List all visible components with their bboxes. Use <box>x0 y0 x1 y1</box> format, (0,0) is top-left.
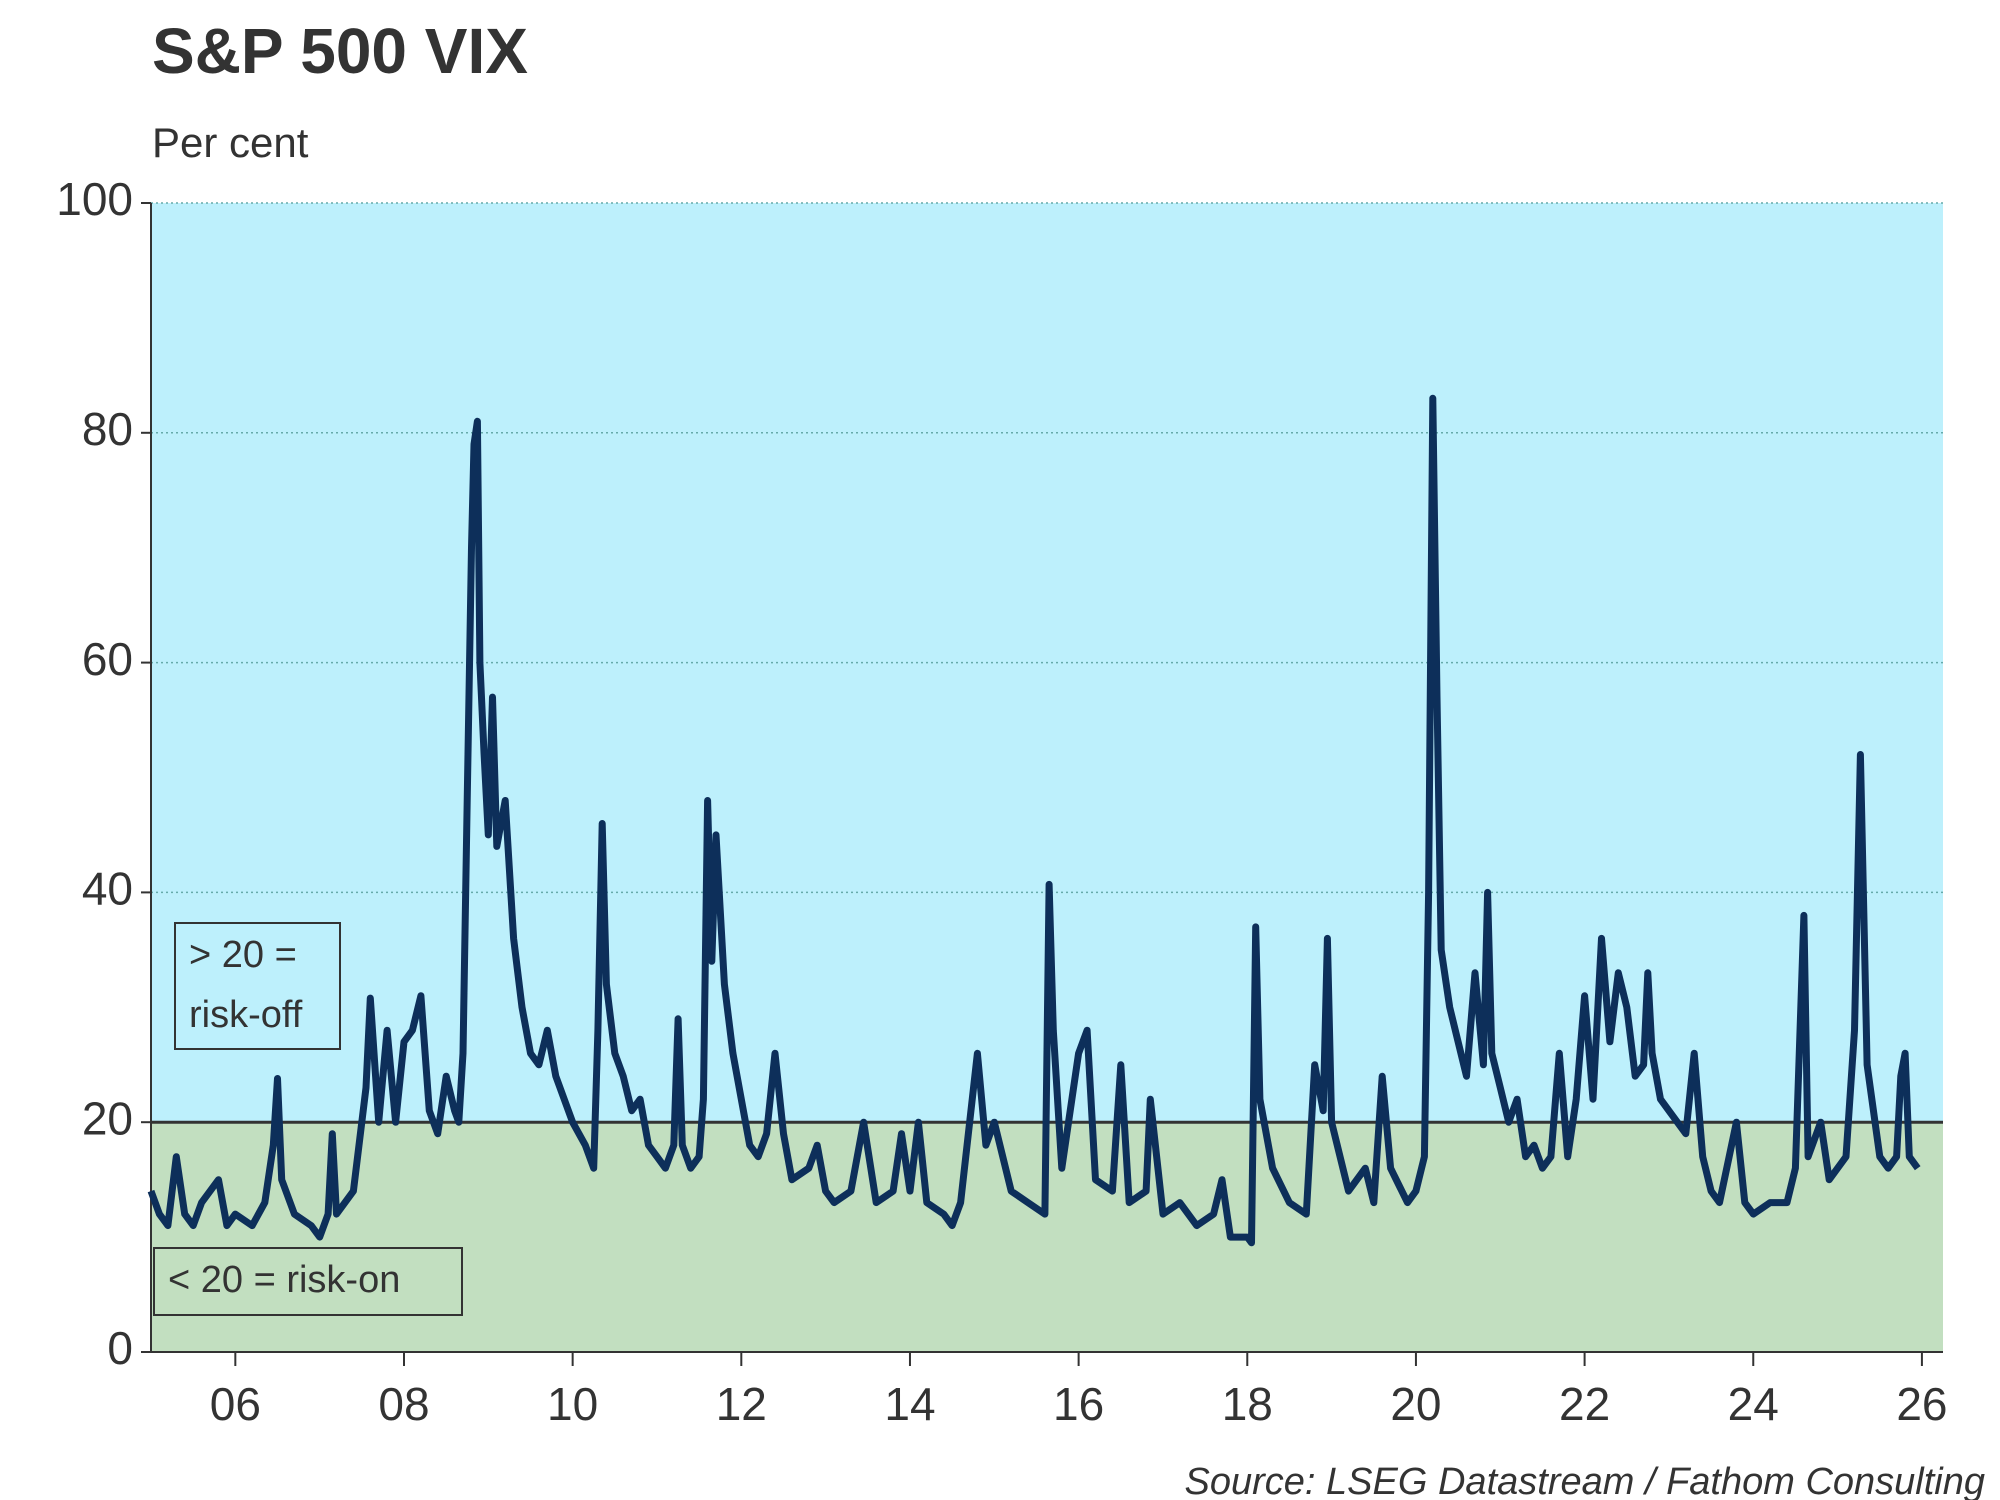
x-tick-label: 16 <box>1053 1378 1104 1430</box>
x-tick-label: 14 <box>884 1378 935 1430</box>
x-tick-label: 08 <box>378 1378 429 1430</box>
x-tick-label: 22 <box>1559 1378 1610 1430</box>
x-tick-label: 26 <box>1896 1378 1947 1430</box>
annotation-text: risk-off <box>189 994 303 1036</box>
y-tick-label: 40 <box>82 863 133 915</box>
y-tick-label: 20 <box>82 1092 133 1144</box>
y-tick-label: 60 <box>82 633 133 685</box>
subtitle: Per cent <box>152 119 309 166</box>
x-tick-label: 18 <box>1222 1378 1273 1430</box>
annotation-box <box>153 1247 463 1316</box>
x-tick-label: 24 <box>1728 1378 1779 1430</box>
chart-title: S&P 500 VIX <box>152 15 528 87</box>
x-tick-label: 10 <box>547 1378 598 1430</box>
x-tick-label: 12 <box>716 1378 767 1430</box>
y-tick-label: 80 <box>82 403 133 455</box>
annotation-box <box>174 922 341 1050</box>
annotation-text: > 20 = <box>189 934 297 976</box>
y-tick-label: 100 <box>56 173 133 225</box>
vix-line <box>147 394 1921 1247</box>
x-tick-label: 20 <box>1390 1378 1441 1430</box>
y-tick-label: 0 <box>107 1322 133 1374</box>
source: Source: LSEG Datastream / Fathom Consult… <box>1185 1461 1985 1500</box>
x-tick-label: 06 <box>210 1378 261 1430</box>
annotation-text: < 20 = risk-on <box>168 1259 400 1301</box>
